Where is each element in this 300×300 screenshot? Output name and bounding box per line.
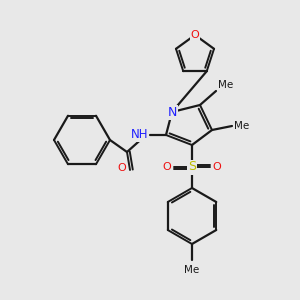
Text: S: S xyxy=(188,160,196,173)
Text: O: O xyxy=(190,30,200,40)
Text: O: O xyxy=(163,162,171,172)
Text: N: N xyxy=(167,106,177,118)
Text: Me: Me xyxy=(218,80,233,90)
Text: Me: Me xyxy=(234,121,249,131)
Text: O: O xyxy=(118,163,126,173)
Text: O: O xyxy=(213,162,221,172)
Text: NH: NH xyxy=(130,128,148,142)
Text: Me: Me xyxy=(184,265,200,275)
